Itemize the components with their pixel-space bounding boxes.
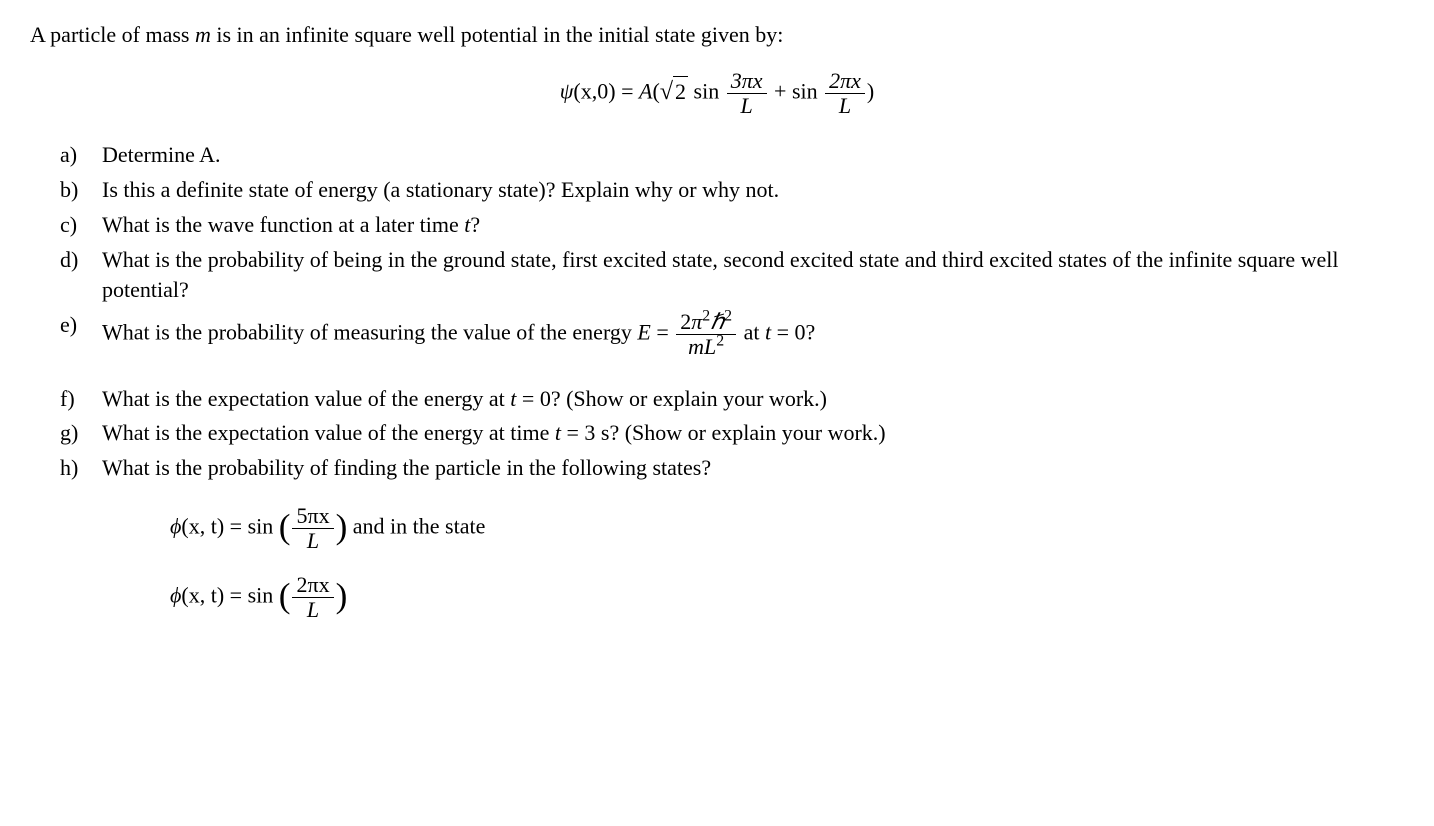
marker-h: h) [60, 453, 92, 484]
text-d: What is the probability of being in the … [102, 247, 1339, 303]
text-f-prefix: What is the expectation value of the ene… [102, 386, 510, 411]
intro-prefix: A particle of mass [30, 22, 195, 47]
marker-a: a) [60, 140, 92, 171]
lparen2: ( [279, 576, 291, 615]
phi2: ϕ [170, 583, 181, 608]
plus-sin: + sin [769, 79, 818, 104]
E-var: E [637, 320, 650, 345]
phi1: ϕ [170, 514, 181, 539]
phi1-args: (x, t) = sin [181, 514, 273, 539]
psi-args: (x,0) = [573, 79, 639, 104]
marker-g: g) [60, 418, 92, 449]
marker-f: f) [60, 384, 92, 415]
parts-list: a) Determine A. b) Is this a definite st… [30, 140, 1404, 359]
sin1: sin [688, 79, 719, 104]
spacer [30, 364, 1404, 384]
text-c-prefix: What is the wave function at a later tim… [102, 212, 464, 237]
phi2-args: (x, t) = sin [181, 583, 273, 608]
h2-frac: 2πx L [292, 573, 333, 622]
part-h: h) What is the probability of finding th… [78, 453, 1404, 484]
part-b: b) Is this a definite state of energy (a… [78, 175, 1404, 206]
mass-var: m [195, 22, 211, 47]
text-a: Determine A. [102, 142, 221, 167]
part-f: f) What is the expectation value of the … [78, 384, 1404, 415]
psi: ψ [560, 79, 574, 104]
part-g: g) What is the expectation value of the … [78, 418, 1404, 449]
rparen2: ) [336, 576, 348, 615]
h1-trail: and in the state [353, 514, 486, 539]
marker-d: d) [60, 245, 92, 276]
text-h: What is the probability of finding the p… [102, 455, 711, 480]
frac2: 2πx L [825, 69, 865, 118]
f-teq: = 0? (Show or explain your work.) [516, 386, 827, 411]
marker-c: c) [60, 210, 92, 241]
e-equals: = [651, 320, 674, 345]
marker-e: e) [60, 310, 92, 341]
intro-suffix: is in an infinite square well potential … [211, 22, 783, 47]
part-d: d) What is the probability of being in t… [78, 245, 1404, 307]
h-equation-2: ϕ(x, t) = sin ( 2πx L ) [170, 573, 1404, 622]
g-teq: = 3 s? (Show or explain your work.) [561, 420, 886, 445]
lparen1: ( [279, 507, 291, 546]
text-g-prefix: What is the expectation value of the ene… [102, 420, 555, 445]
h1-frac: 5πx L [292, 504, 333, 553]
parts-list-2: f) What is the expectation value of the … [30, 384, 1404, 484]
A: A [639, 79, 652, 104]
rparen1: ) [336, 507, 348, 546]
text-c-suffix: ? [470, 212, 480, 237]
text-b: Is this a definite state of energy (a st… [102, 177, 779, 202]
frac1: 3πx L [727, 69, 767, 118]
part-c: c) What is the wave function at a later … [78, 210, 1404, 241]
part-e: e) What is the probability of measuring … [78, 310, 1404, 359]
h-equation-1: ϕ(x, t) = sin ( 5πx L ) and in the state [170, 504, 1404, 553]
open-paren: ( [652, 79, 659, 104]
close-paren: ) [867, 79, 874, 104]
part-a: a) Determine A. [78, 140, 1404, 171]
marker-b: b) [60, 175, 92, 206]
e-frac: 2π2ℏ2 mL2 [676, 310, 736, 359]
e-teq: = 0? [771, 320, 815, 345]
intro-text: A particle of mass m is in an infinite s… [30, 20, 1404, 51]
sqrt: 2 [660, 75, 688, 109]
text-e-prefix: What is the probability of measuring the… [102, 320, 637, 345]
e-at: at [738, 320, 765, 345]
main-equation: ψ(x,0) = A(2 sin 3πx L + sin 2πx L ) [30, 69, 1404, 118]
